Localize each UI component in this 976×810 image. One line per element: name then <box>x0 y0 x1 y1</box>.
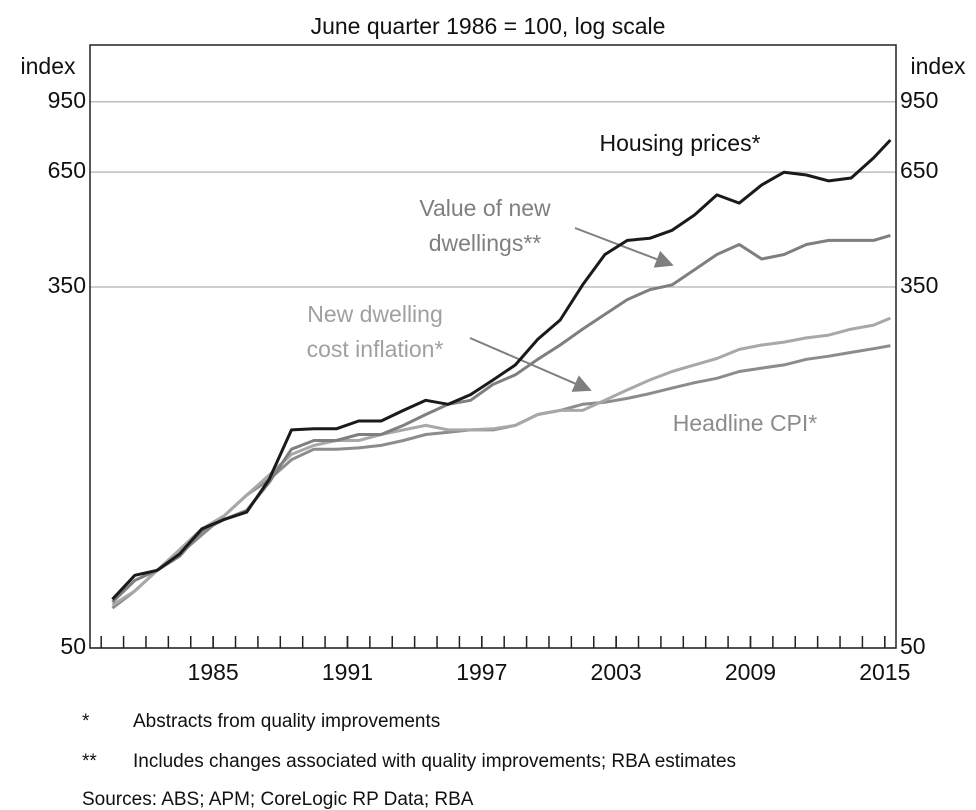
y-tick-label: 50 <box>60 633 86 659</box>
series-line <box>111 316 891 607</box>
annotation: Headline CPI* <box>673 410 818 436</box>
footnote-marker: * <box>82 711 90 732</box>
footnote-marker: ** <box>82 751 97 772</box>
series-line <box>111 344 891 610</box>
plot-frame <box>89 44 897 649</box>
x-tick-label: 1997 <box>456 659 507 685</box>
annotation: Value of new <box>419 195 551 221</box>
x-tick-label: 1991 <box>322 659 373 685</box>
footnote-text: Abstracts from quality improvements <box>133 711 440 732</box>
y-tick-label: 650 <box>48 157 86 183</box>
y-axis-label: index <box>911 53 966 79</box>
x-tick-label: 1985 <box>188 659 239 685</box>
x-tick-label: 2015 <box>859 659 910 685</box>
chart-title: June quarter 1986 = 100, log scale <box>311 13 666 39</box>
y-tick-label: 350 <box>48 272 86 298</box>
y-tick-label: 350 <box>900 272 938 298</box>
y-tick-label: 50 <box>900 633 926 659</box>
x-tick-label: 2009 <box>725 659 776 685</box>
annotation: cost inflation* <box>307 336 444 362</box>
annotation: Housing prices* <box>599 130 760 156</box>
annotation-arrow <box>574 227 674 268</box>
y-tick-label: 950 <box>48 87 86 113</box>
x-tick-label: 2003 <box>591 659 642 685</box>
y-tick-label: 950 <box>900 87 938 113</box>
y-tick-label: 650 <box>900 157 938 183</box>
series-line <box>111 138 892 601</box>
annotation: New dwelling <box>307 301 443 327</box>
y-axis-label: index <box>21 53 76 79</box>
source: Sources: ABS; APM; CoreLogic RP Data; RB… <box>82 789 474 810</box>
annotation: dwellings** <box>429 230 542 256</box>
footnote-text: Includes changes associated with quality… <box>133 751 736 772</box>
